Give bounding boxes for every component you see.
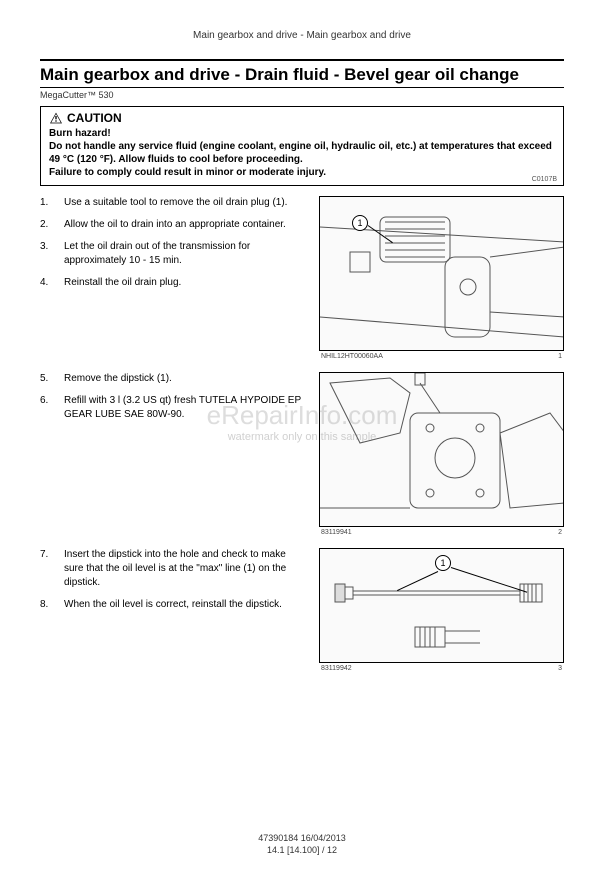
fig-code: NHIL12HT00060AA (321, 353, 383, 360)
callout-1: 1 (435, 555, 451, 571)
rule-bot (40, 87, 564, 88)
caution-header: CAUTION (49, 111, 555, 125)
steps-a: 1. Use a suitable tool to remove the oil … (40, 196, 303, 360)
footer-line2: 14.1 [14.100] / 12 (0, 845, 604, 855)
fig-num: 2 (558, 529, 562, 536)
step-6: 6. Refill with 3 l (3.2 US qt) fresh TUT… (40, 394, 303, 422)
warning-icon (49, 112, 63, 124)
figure-b-sketch (320, 373, 564, 527)
figure-b-col: 83119941 2 (319, 372, 564, 536)
step-4: 4. Reinstall the oil drain plug. (40, 276, 303, 290)
callout-1: 1 (352, 215, 368, 231)
step-3: 3. Let the oil drain out of the transmiss… (40, 240, 303, 268)
figure-b-caption: 83119941 2 (319, 529, 564, 536)
figure-a-caption: NHIL12HT00060AA 1 (319, 353, 564, 360)
caution-code: C0107B (532, 176, 557, 183)
burn-hazard: Burn hazard! (49, 127, 555, 140)
step-num: 8. (40, 598, 54, 612)
footer: 47390184 16/04/2013 14.1 [14.100] / 12 (0, 833, 604, 855)
step-text: Use a suitable tool to remove the oil dr… (64, 196, 303, 210)
steps-b: 5. Remove the dipstick (1). 6. Refill wit… (40, 372, 303, 536)
step-num: 6. (40, 394, 54, 422)
step-8: 8. When the oil level is correct, reinsta… (40, 598, 303, 612)
caution-box: CAUTION Burn hazard! Do not handle any s… (40, 106, 564, 186)
caution-line1: Do not handle any service fluid (engine … (49, 140, 555, 166)
step-text: Refill with 3 l (3.2 US qt) fresh TUTELA… (64, 394, 303, 422)
figure-c-col: 1 83119942 3 (319, 548, 564, 672)
figure-a-col: 1 NHIL12HT00060AA 1 (319, 196, 564, 360)
step-num: 3. (40, 240, 54, 268)
step-num: 2. (40, 218, 54, 232)
step-7: 7.Insert the dipstick into the hole and … (40, 548, 303, 590)
fig-code: 83119941 (321, 529, 352, 536)
subtitle: MegaCutter™ 530 (40, 90, 564, 100)
fig-code: 83119942 (321, 665, 352, 672)
step-text: Reinstall the oil drain plug. (64, 276, 303, 290)
step-text: Allow the oil to drain into an appropria… (64, 218, 303, 232)
figure-c: 1 (319, 548, 564, 663)
caution-body: Burn hazard! Do not handle any service f… (49, 127, 555, 179)
block-b: 5. Remove the dipstick (1). 6. Refill wit… (40, 372, 564, 536)
block-c: 7.Insert the dipstick into the hole and … (40, 548, 564, 672)
fig-num: 3 (558, 665, 562, 672)
step-num: 4. (40, 276, 54, 290)
caution-label: CAUTION (67, 111, 122, 125)
breadcrumb: Main gearbox and drive - Main gearbox an… (40, 30, 564, 41)
figure-b (319, 372, 564, 527)
step-2: 2. Allow the oil to drain into an appropr… (40, 218, 303, 232)
steps-c: 7.Insert the dipstick into the hole and … (40, 548, 303, 672)
step-text: Let the oil drain out of the transmissio… (64, 240, 303, 268)
step-5: 5. Remove the dipstick (1). (40, 372, 303, 386)
block-a: 1. Use a suitable tool to remove the oil … (40, 196, 564, 360)
footer-line1: 47390184 16/04/2013 (0, 833, 604, 843)
figure-a: 1 (319, 196, 564, 351)
step-text: Insert the dipstick into the hole and ch… (64, 548, 303, 590)
step-num: 1. (40, 196, 54, 210)
step-num: 5. (40, 372, 54, 386)
step-text: Remove the dipstick (1). (64, 372, 303, 386)
rule-top (40, 59, 564, 61)
step-1: 1. Use a suitable tool to remove the oil … (40, 196, 303, 210)
fig-num: 1 (558, 353, 562, 360)
page-title: Main gearbox and drive - Drain fluid - B… (40, 65, 564, 85)
figure-c-caption: 83119942 3 (319, 665, 564, 672)
caution-line2: Failure to comply could result in minor … (49, 166, 555, 179)
step-num: 7. (40, 548, 54, 590)
step-text: When the oil level is correct, reinstall… (64, 598, 303, 612)
